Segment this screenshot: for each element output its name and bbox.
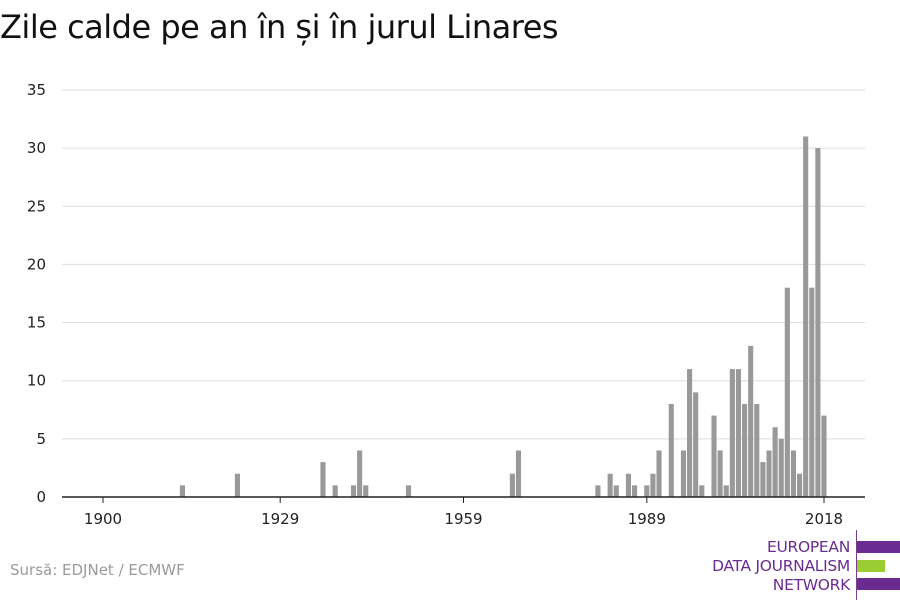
logo-bar-middle bbox=[857, 560, 885, 572]
y-axis-ticks: 0 5 10 15 20 25 30 35 bbox=[27, 81, 46, 506]
y-tick-label: 25 bbox=[27, 197, 46, 215]
bar-1993 bbox=[668, 403, 674, 497]
y-tick-label: 10 bbox=[27, 372, 46, 390]
bar-2000 bbox=[711, 415, 717, 497]
x-axis-ticks: 1900 1929 1959 1989 2018 bbox=[84, 497, 843, 528]
bar-2013 bbox=[790, 450, 797, 497]
x-tick-label: 2018 bbox=[805, 510, 843, 528]
y-tick-label: 5 bbox=[36, 430, 46, 448]
bar-1991 bbox=[656, 450, 662, 497]
bar-1950 bbox=[405, 485, 412, 497]
x-tick-label: 1959 bbox=[444, 510, 482, 528]
x-tick-label: 1900 bbox=[84, 510, 122, 528]
source-note: Sursă: EDJNet / ECMWF bbox=[10, 561, 185, 579]
chart-title: Zile calde pe an în și în jurul Linares bbox=[0, 8, 559, 46]
bar-2014 bbox=[797, 473, 803, 497]
logo-line-1: EUROPEAN bbox=[766, 538, 850, 556]
bar-2016 bbox=[809, 287, 815, 497]
bar-2018 bbox=[821, 415, 827, 497]
bar-1967 bbox=[509, 473, 515, 497]
x-tick-label: 1989 bbox=[628, 510, 666, 528]
bar-2001 bbox=[717, 450, 723, 497]
bar-2002 bbox=[723, 485, 729, 497]
bar-2017 bbox=[815, 148, 821, 497]
bar-1995 bbox=[680, 450, 687, 497]
bar-2011 bbox=[778, 438, 784, 497]
bar-1983 bbox=[607, 473, 613, 497]
bar-1987 bbox=[632, 485, 638, 497]
bar-2004 bbox=[735, 369, 742, 497]
logo-bar-top bbox=[857, 541, 900, 553]
bar-2015 bbox=[803, 136, 809, 497]
bar-1936 bbox=[320, 462, 326, 497]
bar-1989 bbox=[644, 485, 650, 497]
bar-1913 bbox=[179, 485, 185, 497]
bar-1998 bbox=[699, 485, 705, 497]
bar-1941 bbox=[350, 485, 357, 497]
edjnet-logo bbox=[856, 530, 900, 600]
bar-1968 bbox=[515, 450, 522, 497]
bar-1990 bbox=[650, 473, 656, 497]
bar-1942 bbox=[357, 450, 363, 497]
y-tick-label: 15 bbox=[27, 314, 46, 332]
bar-2010 bbox=[772, 427, 778, 497]
bar-1981 bbox=[595, 485, 601, 497]
bar-1997 bbox=[693, 392, 699, 497]
bar-1943 bbox=[363, 485, 369, 497]
bar-1996 bbox=[687, 369, 693, 497]
bars bbox=[179, 136, 827, 497]
bar-2005 bbox=[742, 403, 748, 497]
bar-1986 bbox=[625, 473, 632, 497]
logo-line-3: NETWORK bbox=[772, 576, 851, 594]
bar-2012 bbox=[784, 287, 790, 497]
bar-2003 bbox=[729, 369, 735, 497]
bar-1938 bbox=[332, 485, 338, 497]
bar-2007 bbox=[754, 403, 760, 497]
bar-1984 bbox=[613, 485, 619, 497]
bar-2009 bbox=[766, 450, 772, 497]
y-tick-label: 35 bbox=[27, 81, 46, 99]
bar-2006 bbox=[748, 345, 754, 497]
y-tick-label: 20 bbox=[27, 255, 46, 273]
bar-1922 bbox=[234, 473, 240, 497]
y-tick-label: 0 bbox=[36, 488, 46, 506]
bar-2008 bbox=[760, 462, 766, 497]
logo-bar-bottom bbox=[857, 578, 900, 590]
x-tick-label: 1929 bbox=[261, 510, 299, 528]
gridlines bbox=[62, 89, 865, 440]
logo-line-2: DATA JOURNALISM bbox=[712, 557, 850, 575]
y-tick-label: 30 bbox=[27, 139, 46, 157]
